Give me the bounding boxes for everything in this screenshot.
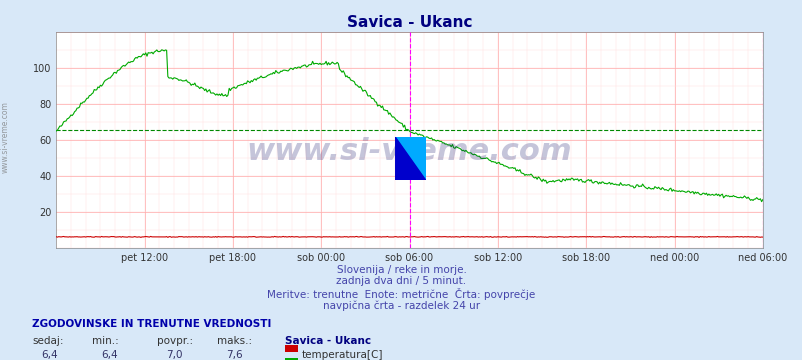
Text: 6,4: 6,4 [42, 350, 58, 360]
Polygon shape [395, 137, 425, 180]
Text: zadnja dva dni / 5 minut.: zadnja dva dni / 5 minut. [336, 276, 466, 287]
Text: sedaj:: sedaj: [32, 336, 63, 346]
Text: Slovenija / reke in morje.: Slovenija / reke in morje. [336, 265, 466, 275]
Title: Savica - Ukanc: Savica - Ukanc [346, 15, 472, 30]
Text: Meritve: trenutne  Enote: metrične  Črta: povprečje: Meritve: trenutne Enote: metrične Črta: … [267, 288, 535, 300]
Text: www.si-vreme.com: www.si-vreme.com [1, 101, 10, 173]
Text: min.:: min.: [92, 336, 119, 346]
Text: navpična črta - razdelek 24 ur: navpična črta - razdelek 24 ur [322, 300, 480, 311]
Text: povpr.:: povpr.: [156, 336, 192, 346]
Text: temperatura[C]: temperatura[C] [302, 350, 383, 360]
Text: ZGODOVINSKE IN TRENUTNE VREDNOSTI: ZGODOVINSKE IN TRENUTNE VREDNOSTI [32, 319, 271, 329]
Text: 7,0: 7,0 [166, 350, 182, 360]
Text: www.si-vreme.com: www.si-vreme.com [246, 137, 572, 166]
Text: Savica - Ukanc: Savica - Ukanc [285, 336, 371, 346]
Text: 6,4: 6,4 [102, 350, 118, 360]
Polygon shape [395, 137, 425, 180]
Polygon shape [395, 137, 425, 180]
Text: 7,6: 7,6 [226, 350, 242, 360]
Text: maks.:: maks.: [217, 336, 252, 346]
